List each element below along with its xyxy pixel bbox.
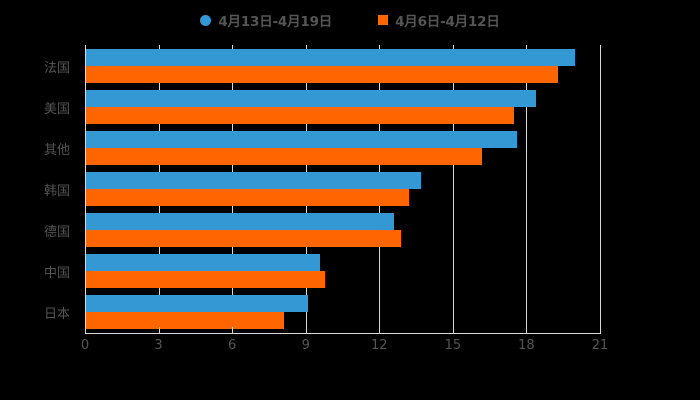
x-tick-mark-2 (232, 327, 234, 333)
bar-美国-series-1[interactable] (85, 106, 515, 124)
legend-square-marker-icon (378, 15, 389, 25)
bar-德国-series-1[interactable] (85, 230, 402, 248)
legend-label-series-1: 4月6日-4月12日 (395, 14, 500, 30)
bar-中国-series-0[interactable] (85, 254, 321, 272)
bar-韩国-series-1[interactable] (85, 189, 409, 206)
x-tick-mark-0 (85, 327, 86, 333)
y-axis-label-1: 美国 (43, 101, 70, 117)
bar-其他-series-0[interactable] (85, 130, 517, 148)
legend-item-series-1[interactable]: 4月6日-4月12日 (378, 10, 500, 30)
y-axis-label-4: 德国 (43, 225, 70, 241)
x-tick-mark-3 (305, 327, 307, 333)
bar-德国-series-0[interactable] (85, 213, 394, 231)
bar-韩国-series-0[interactable] (85, 172, 421, 189)
x-tick-mark-4 (379, 327, 381, 333)
bar-日本-series-1[interactable] (85, 312, 284, 330)
x-tick-label: 21 (591, 338, 609, 353)
bar-法国-series-1[interactable] (85, 65, 559, 83)
legend-label-series-0: 4月13日-4月19日 (218, 14, 333, 30)
legend-circle-marker-icon (200, 14, 212, 26)
y-axis-category-labels: 法国美国其他韩国德国中国日本 (0, 45, 78, 333)
y-axis-label-6: 日本 (43, 307, 70, 323)
plot-area (85, 45, 601, 333)
x-axis-line (85, 333, 601, 334)
x-tick-mark-1 (158, 327, 160, 333)
gridline-x-5 (452, 45, 454, 333)
x-tick-mark-7 (600, 327, 601, 333)
x-tick-label: 6 (228, 338, 237, 353)
y-axis-label-3: 韩国 (43, 184, 70, 199)
x-tick-label: 0 (80, 338, 90, 353)
x-tick-mark-6 (526, 327, 528, 333)
x-tick-label: 18 (518, 338, 535, 353)
bar-美国-series-0[interactable] (85, 89, 537, 107)
y-axis-label-2: 其他 (43, 142, 70, 158)
x-tick-label: 12 (371, 338, 388, 353)
x-tick-label: 3 (154, 338, 163, 353)
bar-法国-series-0[interactable] (85, 48, 576, 66)
gridline-x-6 (526, 45, 528, 333)
legend-item-series-0[interactable]: 4月13日-4月19日 (200, 10, 332, 30)
bar-其他-series-1[interactable] (85, 147, 483, 165)
chart-legend: 4月13日-4月19日 4月6日-4月12日 (0, 8, 700, 32)
x-tick-label: 15 (444, 338, 462, 353)
y-axis-line (85, 45, 86, 333)
bar-中国-series-1[interactable] (85, 271, 326, 289)
x-tick-label: 9 (301, 338, 310, 353)
y-axis-label-5: 中国 (43, 266, 70, 282)
y-axis-label-0: 法国 (43, 60, 70, 76)
gridline-x-7 (600, 45, 601, 333)
bar-日本-series-0[interactable] (85, 295, 309, 313)
x-tick-mark-5 (452, 327, 454, 333)
